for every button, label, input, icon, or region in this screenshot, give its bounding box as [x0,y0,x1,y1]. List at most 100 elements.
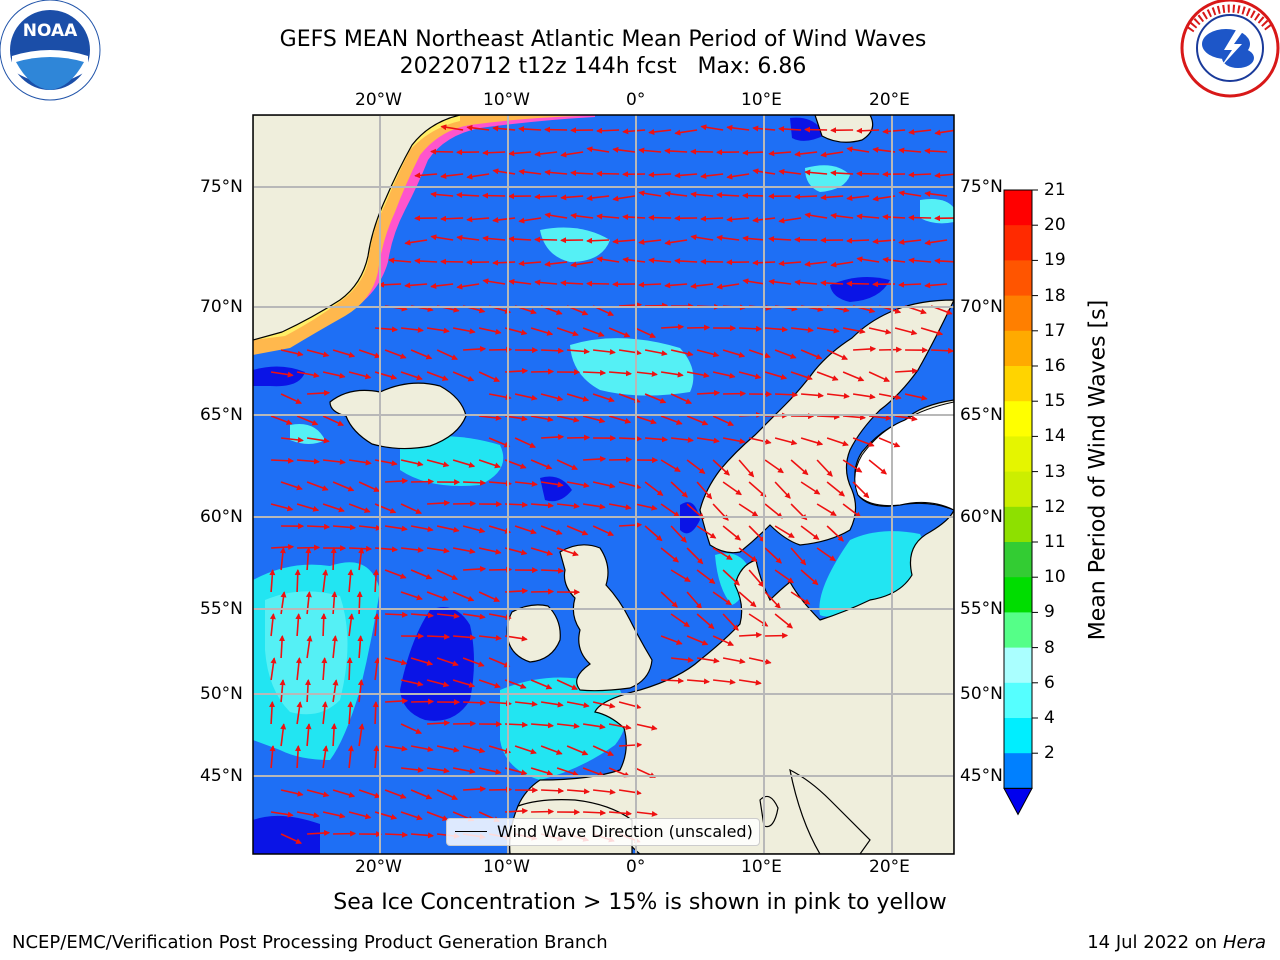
wind-wave-arrow [586,146,610,153]
wind-wave-arrow [414,172,438,179]
wind-wave-arrow [427,720,451,726]
footer-date: 14 Jul 2022 on Hera [1087,932,1266,953]
wind-wave-arrow [596,127,620,134]
colorbar-tick-label: 2 [1044,743,1055,764]
wind-wave-arrow [712,415,735,426]
wind-wave-arrow [544,169,568,176]
wind-wave-arrow [830,261,854,268]
colorbar-tick-label: 9 [1044,602,1055,623]
wind-wave-arrow [478,371,501,382]
wind-wave-arrow [670,349,694,357]
colorbar-extend-triangle [1003,787,1033,816]
wind-wave-arrow [800,437,824,446]
wind-wave-arrow [801,392,824,399]
wind-wave-arrow [518,260,542,267]
wind-wave-arrow [453,634,476,641]
wind-wave-arrow [583,456,607,462]
wind-wave-arrow [748,437,772,445]
colorbar-segment [1004,436,1032,473]
wind-wave-arrow [294,569,301,593]
wind-wave-arrow [295,613,302,637]
wind-wave-arrow [674,172,698,179]
wind-wave-arrow [430,148,454,155]
wind-wave-arrow [426,327,450,334]
lon-tick-top-10e: 10°E [741,90,782,110]
wind-wave-arrow [440,258,464,265]
wind-wave-arrow [297,458,320,465]
wind-wave-arrow [634,327,657,338]
wind-wave-arrow [596,213,620,220]
wind-wave-arrow [347,569,354,593]
wind-wave-arrow [305,591,312,615]
wind-wave-arrow [583,369,607,376]
wind-wave-arrow [800,569,819,586]
colorbar-tick-label: 8 [1044,637,1055,658]
wind-wave-arrow [463,699,487,706]
wind-wave-arrow [722,349,746,358]
wind-wave-arrow [582,723,606,730]
wind-wave-arrow [269,569,276,593]
wind-wave-arrow [436,657,459,667]
wind-wave-arrow [531,722,554,729]
wind-wave-arrow [332,349,356,358]
wind-wave-arrow [305,547,312,571]
sea-ice-caption: Sea Ice Concentration > 15% is shown in … [333,890,947,915]
wind-wave-arrow [436,789,459,800]
wind-wave-arrow [586,195,610,201]
cyan-wave-regions [253,165,954,850]
wind-wave-arrow [843,414,866,421]
wind-wave-arrow [452,547,476,555]
europe-land [516,299,954,854]
lon-tick-top-10w: 10°W [483,90,530,110]
wind-wave-arrow [482,278,506,285]
wind-wave-arrow [644,481,664,496]
wind-wave-arrow [592,788,616,795]
wind-wave-arrow [686,371,710,379]
wind-wave-arrow [488,437,511,448]
wind-wave-arrow [488,745,512,754]
colorbar-segment [1004,225,1032,261]
wind-wave-arrow [778,260,802,267]
wind-wave-arrow [331,591,338,615]
wind-wave-arrow [660,503,680,518]
wind-wave-arrow [856,213,880,220]
wind-wave-arrow [764,503,783,519]
wind-wave-arrow [686,591,703,610]
wind-wave-arrow [570,212,594,219]
title-line-1: GEFS MEAN Northeast Atlantic Mean Period… [279,27,927,52]
wind-wave-arrow [322,371,346,379]
wind-wave-arrow [686,459,706,474]
wind-wave-arrow [544,261,568,267]
wind-wave-arrow [400,811,423,821]
legend-label: Wind Wave Direction (unscaled) [497,822,753,841]
wind-wave-arrow [320,613,327,637]
wind-wave-arrow [358,789,381,799]
wind-wave-arrow [764,591,781,609]
wind-wave-arrow [816,503,837,517]
wind-wave-arrow [270,657,277,681]
colorbar-tick-label: 13 [1044,461,1066,482]
wind-wave-arrow [514,525,537,535]
wind-wave-arrow [592,745,615,756]
wind-wave-arrow [530,327,554,336]
wind-wave-arrow [296,811,320,819]
lat-tick-left-65n: 65°N [200,405,243,425]
wind-wave-arrow [296,701,303,725]
wind-wave-arrow [920,327,944,336]
wind-wave-arrow [482,192,506,199]
wind-wave-arrow [790,371,813,381]
wind-wave-arrow [518,168,542,175]
wind-wave-arrow [742,278,766,285]
colorbar-tick-label: 18 [1044,285,1066,306]
wind-wave-arrow [400,591,423,601]
wind-wave-arrow [826,481,845,497]
wind-wave-arrow [307,830,331,836]
wind-wave-arrow [478,679,501,689]
wind-wave-arrow [279,679,286,703]
wind-wave-arrow [514,437,537,448]
wind-wave-arrow [804,212,828,219]
wind-wave-arrow [427,500,451,506]
wind-wave-arrow [842,503,862,518]
wind-wave-arrow [804,169,828,176]
wind-wave-arrow [612,238,636,245]
